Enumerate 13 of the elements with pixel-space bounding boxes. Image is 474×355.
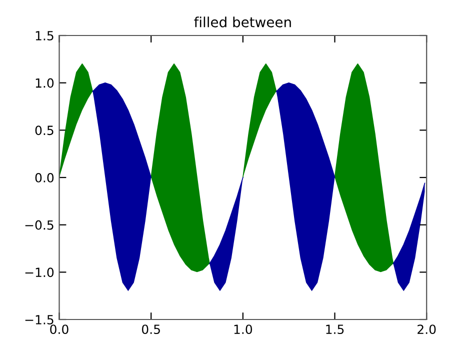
x-tick-label: 2.0 xyxy=(418,324,436,334)
y-tick-label: −1.5 xyxy=(25,315,54,324)
y-tick-label: 0.0 xyxy=(35,172,54,182)
x-tick-label: 1.0 xyxy=(234,324,252,334)
y-tick-label: 0.5 xyxy=(35,126,54,136)
x-tick-label: 0.0 xyxy=(50,324,68,334)
y-tick-label: 1.5 xyxy=(36,31,54,40)
x-tick-label: 0.5 xyxy=(142,324,160,334)
x-tick-label: 1.5 xyxy=(326,324,344,334)
chart-title: filled between xyxy=(194,16,291,28)
y-tick-label: −1.0 xyxy=(25,268,54,278)
y-tick-label: −0.5 xyxy=(25,220,54,230)
y-tick-label: 1.0 xyxy=(36,78,54,88)
